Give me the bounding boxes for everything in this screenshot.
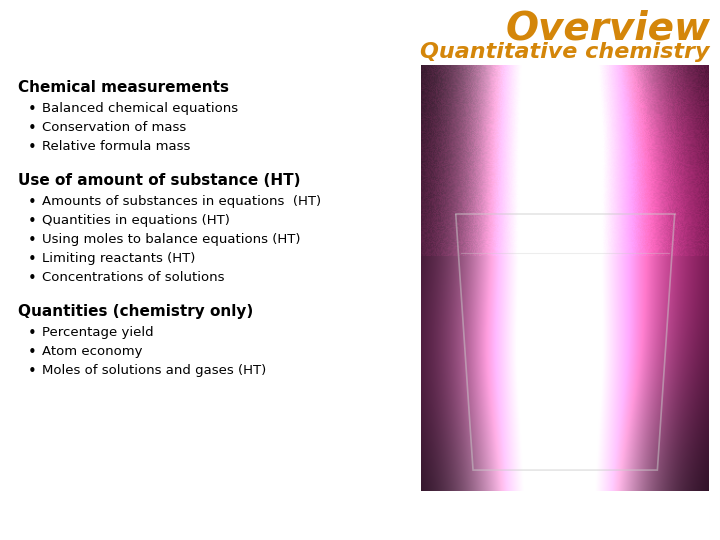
Text: •: • [28,214,37,229]
Text: •: • [28,140,37,155]
Text: Balanced chemical equations: Balanced chemical equations [42,102,238,115]
Text: •: • [28,364,37,379]
Text: •: • [28,271,37,286]
Text: Chemical measurements: Chemical measurements [18,80,229,95]
Text: •: • [28,121,37,136]
Text: Overview: Overview [505,10,710,48]
Text: Atom economy: Atom economy [42,345,143,358]
Text: •: • [28,252,37,267]
Text: Moles of solutions and gases (HT): Moles of solutions and gases (HT) [42,364,266,377]
Text: Percentage yield: Percentage yield [42,326,153,339]
Text: •: • [28,195,37,210]
Text: Use of amount of substance (HT): Use of amount of substance (HT) [18,173,300,188]
Text: •: • [28,326,37,341]
Text: Quantitative chemistry: Quantitative chemistry [420,42,710,62]
Text: Limiting reactants (HT): Limiting reactants (HT) [42,252,195,265]
Text: Conservation of mass: Conservation of mass [42,121,186,134]
Text: Quantities (chemistry only): Quantities (chemistry only) [18,304,253,319]
Text: •: • [28,102,37,117]
Text: Concentrations of solutions: Concentrations of solutions [42,271,225,284]
Text: •: • [28,233,37,248]
Text: •: • [28,345,37,360]
Text: Amounts of substances in equations  (HT): Amounts of substances in equations (HT) [42,195,321,208]
Text: Using moles to balance equations (HT): Using moles to balance equations (HT) [42,233,300,246]
Text: Quantities in equations (HT): Quantities in equations (HT) [42,214,230,227]
Text: Relative formula mass: Relative formula mass [42,140,190,153]
